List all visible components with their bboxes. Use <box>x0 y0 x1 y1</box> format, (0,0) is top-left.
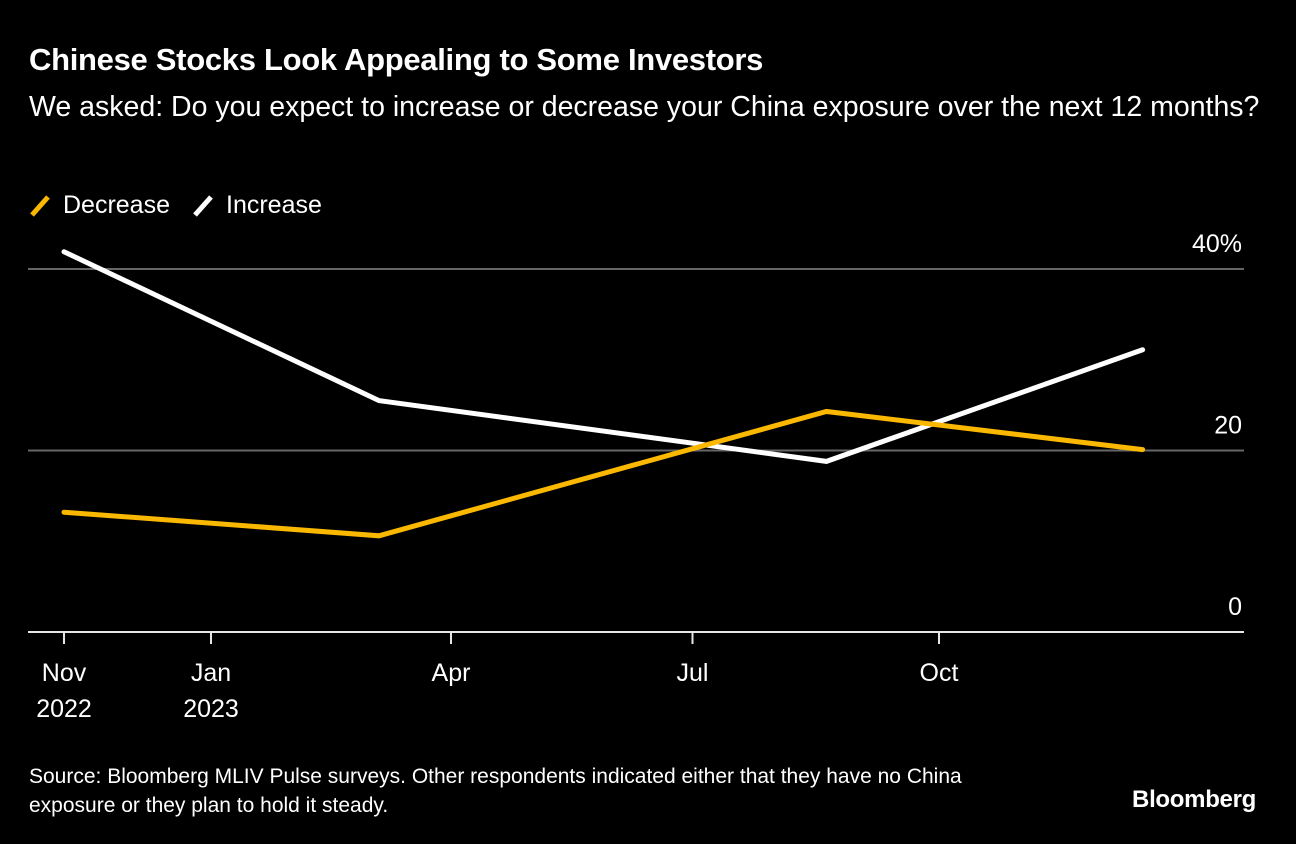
chart-subtitle: We asked: Do you expect to increase or d… <box>29 91 1260 123</box>
y-tick-label: 20 <box>1214 412 1242 440</box>
y-tick-label: 40% <box>1192 230 1242 258</box>
legend-item-increase: Increase <box>192 191 322 220</box>
legend-item-decrease: Decrease <box>29 191 170 220</box>
x-tick-label: 2023 <box>183 695 239 723</box>
series-line-decrease <box>61 408 1146 539</box>
chart-title: Chinese Stocks Look Appealing to Some In… <box>29 42 764 77</box>
series-lines <box>61 249 1146 539</box>
legend-label-decrease: Decrease <box>63 191 170 219</box>
x-tick-label: Jul <box>677 659 709 687</box>
series-line-increase <box>61 249 1146 464</box>
legend-label-increase: Increase <box>226 191 322 219</box>
legend: Decrease Increase <box>29 191 344 220</box>
gridlines <box>28 268 1244 452</box>
x-tick-label: Apr <box>432 659 471 687</box>
legend-swatch-decrease-icon <box>30 194 50 217</box>
x-tick-label: Nov <box>42 659 87 687</box>
x-tick-label: Jan <box>191 659 231 687</box>
y-tick-label: 0 <box>1228 593 1242 621</box>
bloomberg-logo: Bloomberg <box>1132 786 1256 813</box>
y-axis: 0 20 40% <box>1192 230 1242 621</box>
x-tick-label: Oct <box>920 659 959 687</box>
legend-swatch-increase-icon <box>193 194 213 217</box>
x-tick-label: 2022 <box>36 695 92 723</box>
x-axis: Nov 2022 Jan 2023 Apr Jul Oct <box>28 631 1244 723</box>
source-note: Source: Bloomberg MLIV Pulse surveys. Ot… <box>29 765 962 817</box>
